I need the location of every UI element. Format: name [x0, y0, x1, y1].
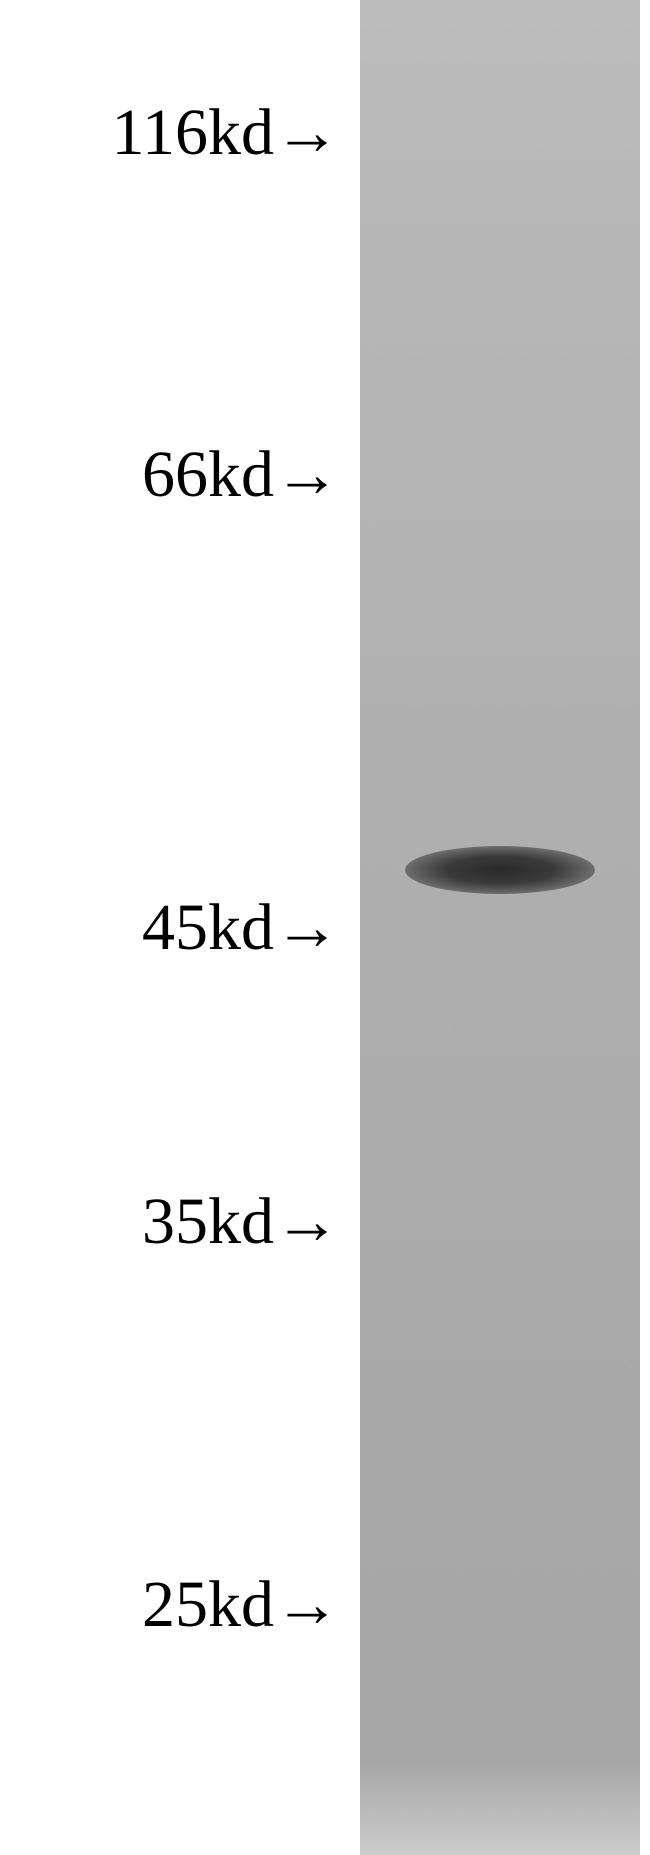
protein-band: [405, 846, 595, 894]
mw-marker-25kd: 25kd→: [142, 1572, 340, 1638]
blot-lane: [360, 0, 640, 1855]
western-blot-figure: 116kd→ 66kd→ 45kd→ 35kd→ 25kd→ WWW.PTGLA…: [0, 0, 650, 1855]
marker-label-text: 35kd→: [142, 1185, 340, 1258]
marker-label-text: 45kd→: [142, 891, 340, 964]
mw-marker-45kd: 45kd→: [142, 895, 340, 961]
mw-marker-35kd: 35kd→: [142, 1189, 340, 1255]
mw-marker-116kd: 116kd→: [111, 100, 340, 166]
mw-marker-66kd: 66kd→: [142, 442, 340, 508]
marker-label-text: 66kd→: [142, 438, 340, 511]
marker-label-text: 116kd→: [111, 96, 340, 169]
marker-label-text: 25kd→: [142, 1568, 340, 1641]
